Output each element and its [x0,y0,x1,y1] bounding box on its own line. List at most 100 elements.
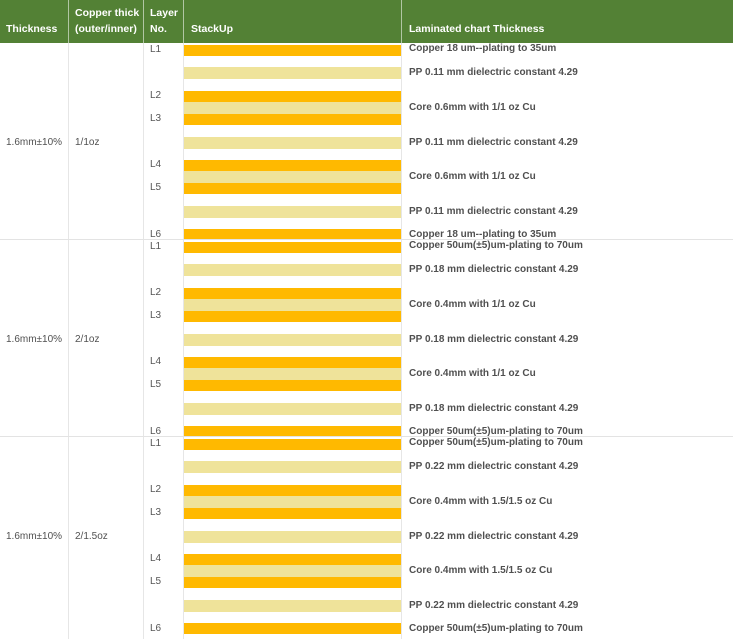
layer-label: L5 [150,182,162,193]
layer-label: L2 [150,90,162,101]
layer-description: Core 0.4mm with 1.5/1.5 oz Cu [409,565,553,576]
header-stackup-label: StackUp [191,23,234,35]
header-thickness-label: Thickness [6,23,58,35]
header-laminated: Laminated chart Thickness [409,21,544,37]
dielectric-layer-bar [184,206,401,218]
layer-label: L3 [150,507,162,518]
header-copper-label-1: Copper thick [75,7,140,19]
copper-layer-bar [184,380,401,391]
dielectric-layer-bar [184,334,401,346]
layer-label: L4 [150,356,162,367]
copper-layer-bar [184,242,401,253]
layer-label: L6 [150,426,162,437]
header-copper-thick: Copper thick (outer/inner) [75,5,139,37]
dielectric-layer-bar [184,102,401,114]
copper-layer-bar [184,160,401,171]
dielectric-layer-bar [184,565,401,577]
layer-description: PP 0.18 mm dielectric constant 4.29 [409,264,579,275]
copper-layer-bar [184,311,401,322]
thickness-cell: 1.6mm±10% [6,531,63,542]
layer-description: Core 0.6mm with 1/1 oz Cu [409,102,536,113]
copper-layer-bar [184,45,401,56]
layer-label: L1 [150,438,162,449]
copper-layer-bar [184,357,401,368]
layer-label: L4 [150,553,162,564]
copper-thick-cell: 1/1oz [75,137,100,148]
header-divider [183,0,184,43]
dielectric-layer-bar [184,67,401,79]
layer-description: Copper 18 um--plating to 35um [409,229,557,240]
column-divider [68,43,69,639]
layer-label: L3 [150,310,162,321]
layer-label: L2 [150,484,162,495]
layer-description: PP 0.11 mm dielectric constant 4.29 [409,67,578,78]
layer-label: L5 [150,576,162,587]
header-layer-no: Layer No. [150,5,178,37]
copper-layer-bar [184,554,401,565]
layer-description: Core 0.4mm with 1/1 oz Cu [409,368,536,379]
copper-thick-cell: 2/1oz [75,334,100,345]
layer-description: PP 0.11 mm dielectric constant 4.29 [409,137,578,148]
copper-layer-bar [184,508,401,519]
layer-description: Core 0.4mm with 1/1 oz Cu [409,299,536,310]
dielectric-layer-bar [184,600,401,612]
stackup-table-body: 1.6mm±10% 1/1oz L1 L2 L3 L4 L5 L6 Copper 18 um--… [0,43,733,639]
dielectric-layer-bar [184,531,401,543]
layer-description: Copper 50um(±5)um-plating to 70um [409,437,583,448]
dielectric-layer-bar [184,299,401,311]
header-divider [143,0,144,43]
header-layer-label-2: No. [150,23,167,35]
copper-layer-bar [184,183,401,194]
dielectric-layer-bar [184,461,401,473]
copper-layer-bar [184,439,401,450]
layer-label: L6 [150,229,162,240]
layer-description: PP 0.11 mm dielectric constant 4.29 [409,206,578,217]
dielectric-layer-bar [184,403,401,415]
column-divider [183,43,184,639]
dielectric-layer-bar [184,171,401,183]
layer-description: Core 0.6mm with 1/1 oz Cu [409,171,536,182]
thickness-cell: 1.6mm±10% [6,334,63,345]
layer-description: PP 0.22 mm dielectric constant 4.29 [409,600,579,611]
header-thickness: Thickness [6,21,57,37]
copper-layer-bar [184,623,401,634]
dielectric-layer-bar [184,496,401,508]
layer-description: Copper 50um(±5)um-plating to 70um [409,240,583,251]
copper-layer-bar [184,91,401,102]
layer-label: L5 [150,379,162,390]
header-divider [401,0,402,43]
dielectric-layer-bar [184,264,401,276]
layer-label: L6 [150,623,162,634]
layer-label: L2 [150,287,162,298]
layer-label: L1 [150,44,162,55]
header-divider [68,0,69,43]
layer-label: L3 [150,113,162,124]
header-laminated-label: Laminated chart Thickness [409,23,545,35]
thickness-cell: 1.6mm±10% [6,137,63,148]
column-divider [143,43,144,639]
copper-layer-bar [184,229,401,240]
header-stackup: StackUp [191,21,233,37]
copper-layer-bar [184,426,401,437]
copper-layer-bar [184,114,401,125]
layer-label: L4 [150,159,162,170]
copper-thick-cell: 2/1.5oz [75,531,108,542]
layer-description: Copper 50um(±5)um-plating to 70um [409,426,583,437]
layer-description: Core 0.4mm with 1.5/1.5 oz Cu [409,496,553,507]
group-divider [0,436,733,437]
column-divider [401,43,402,639]
layer-description: PP 0.22 mm dielectric constant 4.29 [409,531,579,542]
layer-label: L1 [150,241,162,252]
layer-description: PP 0.22 mm dielectric constant 4.29 [409,461,579,472]
header-copper-label-2: (outer/inner) [75,23,137,35]
copper-layer-bar [184,577,401,588]
copper-layer-bar [184,288,401,299]
dielectric-layer-bar [184,368,401,380]
layer-description: Copper 50um(±5)um-plating to 70um [409,623,583,634]
dielectric-layer-bar [184,137,401,149]
layer-description: Copper 18 um--plating to 35um [409,43,557,54]
layer-description: PP 0.18 mm dielectric constant 4.29 [409,334,579,345]
header-layer-label-1: Layer [150,7,179,19]
layer-description: PP 0.18 mm dielectric constant 4.29 [409,403,579,414]
copper-layer-bar [184,485,401,496]
